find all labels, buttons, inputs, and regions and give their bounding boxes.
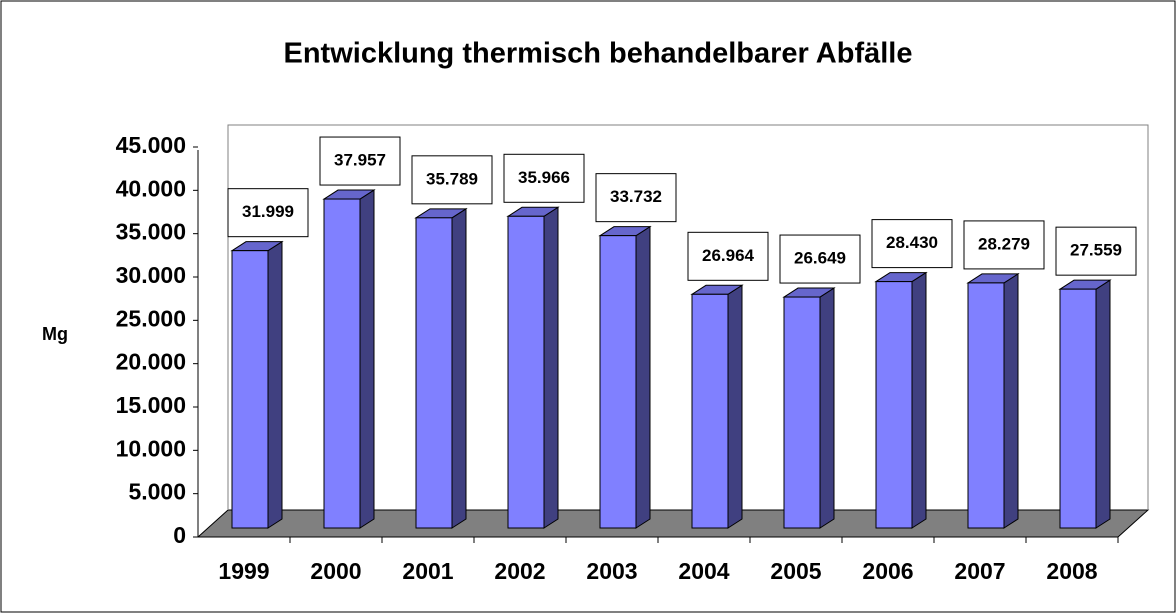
y-axis-label: Mg — [42, 324, 68, 344]
chart-title: Entwicklung thermisch behandelbarer Abfä… — [283, 38, 912, 70]
x-tick-label: 2006 — [862, 558, 913, 584]
value-label: 27.559 — [1070, 241, 1122, 260]
bar-side — [451, 207, 467, 529]
value-label: 28.279 — [978, 234, 1030, 253]
bar-side — [1003, 272, 1019, 529]
bar-side — [911, 271, 927, 529]
bar — [875, 281, 913, 529]
value-label: 31.999 — [242, 202, 294, 221]
back-wall — [227, 124, 1149, 510]
y-tick-label: 30.000 — [116, 262, 186, 288]
x-tick-label: 2000 — [310, 558, 361, 584]
value-label-box — [595, 173, 677, 223]
y-tick-label: 0 — [173, 522, 186, 548]
bar-side — [267, 240, 283, 529]
value-label-box — [871, 219, 953, 269]
y-tick-label: 45.000 — [116, 132, 186, 158]
value-label: 37.957 — [334, 151, 386, 170]
bar — [783, 296, 821, 529]
bar — [967, 282, 1005, 529]
bar-side — [1095, 279, 1111, 529]
bar — [1059, 288, 1097, 529]
bar — [231, 250, 269, 529]
bar — [415, 217, 453, 529]
x-tick-label: 2005 — [770, 558, 821, 584]
x-tick-label: 2002 — [494, 558, 545, 584]
value-label-box — [963, 220, 1045, 270]
bar — [691, 293, 729, 529]
bar — [599, 235, 637, 529]
y-tick-label: 40.000 — [116, 175, 186, 201]
y-tick-label: 35.000 — [116, 219, 186, 245]
value-label-box — [503, 153, 585, 203]
x-tick-label: 2007 — [954, 558, 1005, 584]
bar-side — [543, 206, 559, 529]
value-label: 35.966 — [518, 168, 570, 187]
value-label: 26.964 — [702, 246, 755, 265]
value-label-box — [319, 136, 401, 186]
y-tick-label: 10.000 — [116, 435, 186, 461]
bar-side — [635, 225, 651, 529]
value-label: 33.732 — [610, 187, 662, 206]
x-tick-label: 1999 — [218, 558, 269, 584]
bar — [323, 198, 361, 529]
x-tick-label: 2001 — [402, 558, 453, 584]
x-tick-label: 2004 — [678, 558, 729, 584]
bar-side — [727, 284, 743, 529]
value-label: 26.649 — [794, 249, 846, 268]
x-tick-label: 2008 — [1046, 558, 1097, 584]
value-label-box — [779, 234, 861, 284]
bar — [507, 215, 545, 529]
value-label: 35.789 — [426, 169, 478, 188]
bar-side — [359, 189, 375, 529]
y-tick-label: 15.000 — [116, 392, 186, 418]
y-tick-label: 20.000 — [116, 349, 186, 375]
value-label-box — [1055, 226, 1137, 276]
value-label-box — [411, 155, 493, 205]
value-label: 28.430 — [886, 233, 938, 252]
y-tick-label: 25.000 — [116, 305, 186, 331]
bar-side — [819, 287, 835, 529]
x-tick-label: 2003 — [586, 558, 637, 584]
value-label-box — [687, 231, 769, 281]
y-tick-label: 5.000 — [128, 479, 186, 505]
value-label-box — [227, 188, 309, 238]
